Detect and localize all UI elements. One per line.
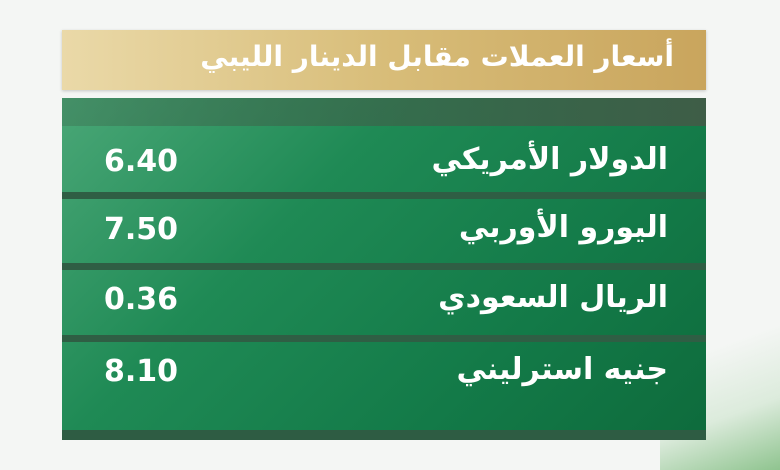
rate-row: اليورو الأوربي 7.50 — [62, 206, 706, 256]
rate-row: الدولار الأمريكي 6.40 — [62, 138, 706, 188]
currency-name: الريال السعودي — [438, 280, 668, 315]
panel-bottom-bar — [62, 430, 706, 440]
row-divider — [62, 192, 706, 199]
currency-name: اليورو الأوربي — [458, 210, 668, 245]
currency-value: 8.10 — [104, 354, 179, 389]
rate-row: الريال السعودي 0.36 — [62, 276, 706, 326]
currency-value: 0.36 — [104, 282, 179, 317]
currency-value: 6.40 — [104, 144, 179, 179]
panel-top-bar — [62, 98, 706, 126]
row-divider — [62, 263, 706, 270]
currency-value: 7.50 — [104, 212, 179, 247]
title-banner: أسعار العملات مقابل الدينار الليبي — [62, 30, 706, 90]
page-title: أسعار العملات مقابل الدينار الليبي — [200, 40, 674, 73]
rate-row: جنيه استرليني 8.10 — [62, 348, 706, 398]
row-divider — [62, 335, 706, 342]
background-decoration — [0, 0, 60, 470]
rates-panel: الدولار الأمريكي 6.40 اليورو الأوربي 7.5… — [62, 98, 706, 440]
currency-name: جنيه استرليني — [456, 352, 668, 387]
currency-name: الدولار الأمريكي — [431, 142, 669, 177]
